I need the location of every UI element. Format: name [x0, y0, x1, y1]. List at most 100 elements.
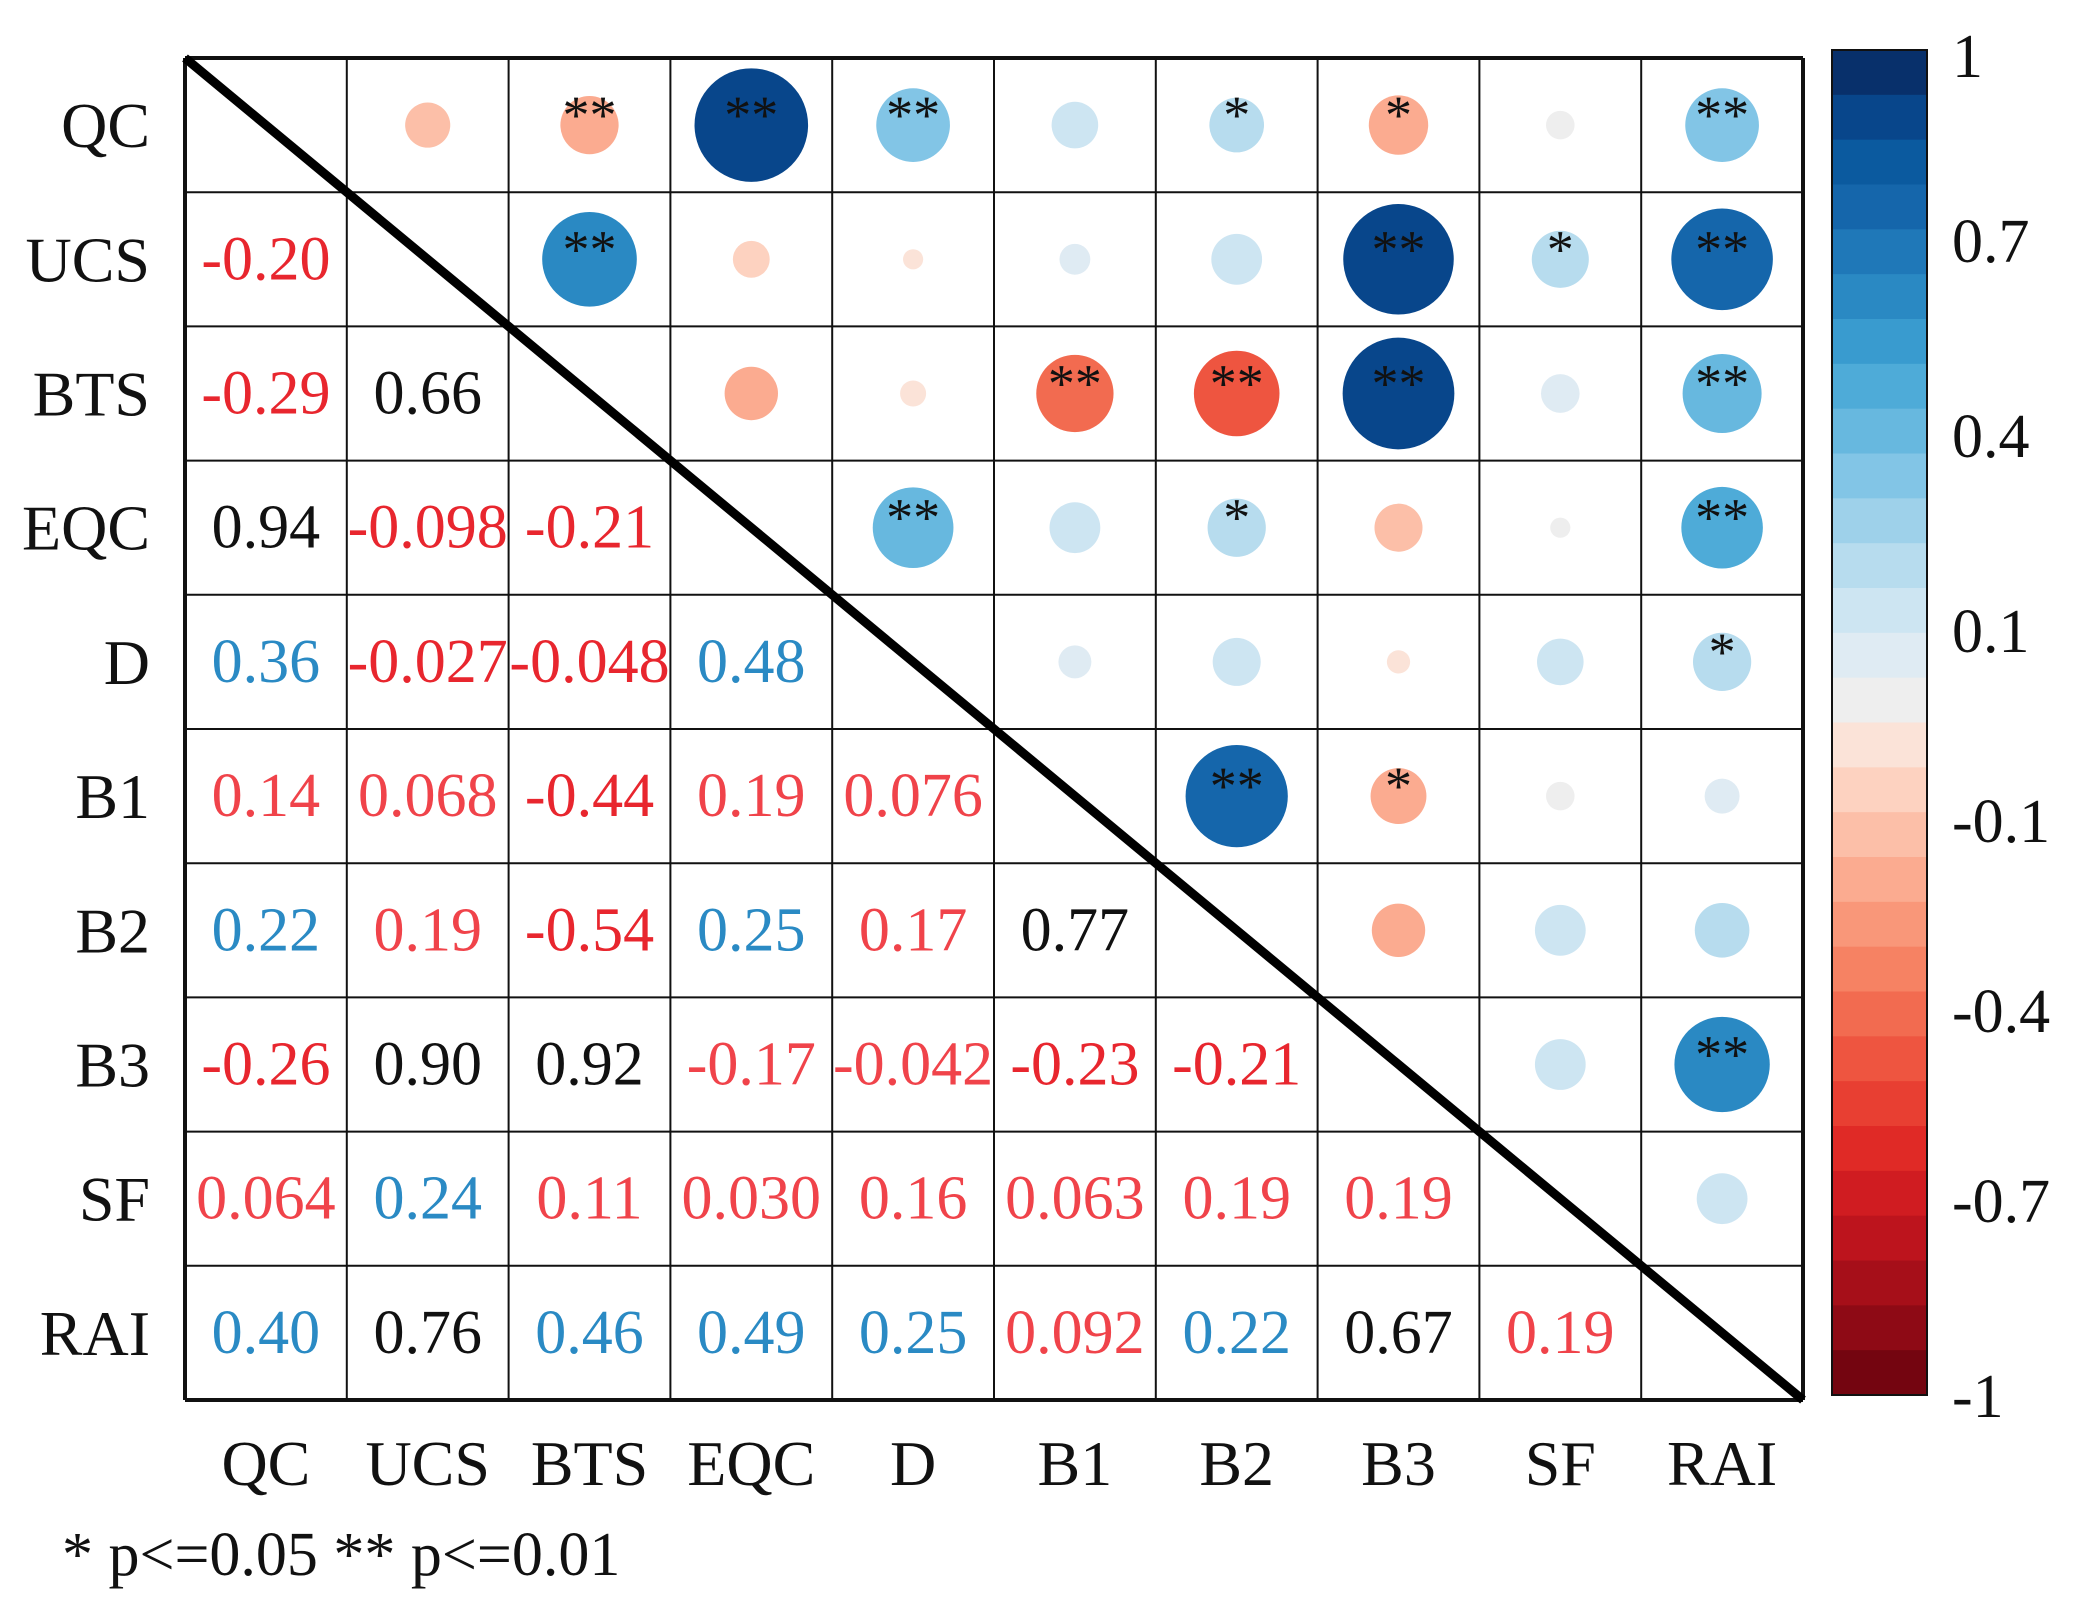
- correlation-circle: [1692, 632, 1752, 692]
- colorbar-segment: [1832, 857, 1927, 903]
- colorbar-segment: [1832, 363, 1927, 410]
- correlation-value-label: -0.23: [1010, 1031, 1139, 1099]
- significance-marker: *: [1385, 756, 1412, 816]
- correlation-circle: [1694, 902, 1750, 958]
- correlation-value-label: 0.19: [373, 896, 482, 964]
- row-label: SF: [79, 1164, 150, 1235]
- correlation-value-label: 0.068: [358, 762, 498, 830]
- correlation-value-label: -0.54: [525, 896, 654, 964]
- colorbar-segment: [1832, 543, 1927, 589]
- correlation-value-label: 0.22: [212, 896, 321, 964]
- correlation-value-label: 0.24: [373, 1165, 482, 1233]
- correlation-circle: [1368, 95, 1429, 155]
- column-label: B1: [1038, 1428, 1113, 1499]
- colorbar-segment: [1832, 1081, 1927, 1127]
- correlation-circle: [1211, 233, 1263, 285]
- column-label: UCS: [365, 1428, 490, 1499]
- correlation-circle: [1209, 97, 1265, 153]
- colorbar-tick-label: -1: [1952, 1363, 2004, 1431]
- correlation-value-label: 0.17: [859, 896, 968, 964]
- correlation-circle: [732, 240, 770, 278]
- significance-marker: *: [1223, 488, 1250, 548]
- correlation-circle: [1682, 353, 1762, 434]
- correlation-circle: [1681, 486, 1763, 569]
- colorbar-segment: [1832, 812, 1927, 858]
- correlation-value-label: 0.11: [536, 1165, 642, 1233]
- significance-marker: **: [1695, 1025, 1749, 1085]
- column-label: RAI: [1667, 1428, 1777, 1499]
- colorbar-border: [1831, 49, 1928, 1396]
- correlation-value-label: 0.076: [843, 762, 983, 830]
- correlation-circle: [1036, 354, 1114, 433]
- correlation-value-label: 0.22: [1182, 1299, 1291, 1367]
- colorbar-segment: [1832, 1036, 1927, 1082]
- correlation-value-label: -0.027: [348, 628, 508, 696]
- column-label: B3: [1361, 1428, 1436, 1499]
- column-label: QC: [221, 1428, 310, 1499]
- significance-marker: **: [1695, 85, 1749, 145]
- significance-marker: *: [1547, 219, 1574, 279]
- significance-marker: **: [1210, 756, 1264, 816]
- correlation-circle: [1696, 1173, 1748, 1225]
- colorbar-segment: [1832, 408, 1927, 455]
- significance-marker: **: [1695, 488, 1749, 548]
- column-label: BTS: [531, 1428, 648, 1499]
- correlation-value-label: 0.19: [1506, 1299, 1615, 1367]
- colorbar-tick-label: 0.1: [1952, 598, 2030, 666]
- correlation-circle: [1550, 517, 1571, 538]
- significance-marker: **: [724, 85, 778, 145]
- colorbar-segment: [1832, 319, 1927, 365]
- correlation-circle: [903, 249, 924, 270]
- colorbar-segment: [1832, 1350, 1927, 1396]
- correlation-value-label: 0.67: [1344, 1299, 1453, 1367]
- correlation-circle: [876, 88, 950, 162]
- correlation-circle: [1370, 768, 1427, 825]
- colorbar-segment: [1832, 946, 1927, 993]
- correlation-value-label: 0.90: [373, 1031, 482, 1099]
- row-label: QC: [61, 90, 150, 161]
- correlation-value-label: 0.14: [212, 762, 321, 830]
- correlation-value-label: 0.94: [212, 494, 321, 562]
- correlation-value-label: -0.20: [201, 225, 330, 293]
- correlation-circle: [1546, 781, 1575, 811]
- correlation-value-label: 0.16: [859, 1165, 968, 1233]
- row-label: B3: [75, 1030, 150, 1101]
- significance-footnote: * p<=0.05 ** p<=0.01: [62, 1521, 620, 1589]
- correlation-circle: [1212, 637, 1261, 686]
- correlation-circle: [1674, 1016, 1770, 1113]
- colorbar-segment: [1832, 1305, 1927, 1351]
- correlation-value-label: -0.29: [201, 360, 330, 428]
- significance-marker: *: [1709, 622, 1736, 682]
- correlation-value-label: 0.19: [697, 762, 806, 830]
- colorbar-segment: [1832, 677, 1927, 724]
- correlation-value-label: 0.19: [1344, 1165, 1453, 1233]
- row-label: D: [104, 627, 150, 698]
- correlation-value-label: 0.66: [373, 360, 482, 428]
- column-label: SF: [1525, 1428, 1596, 1499]
- correlation-value-label: 0.092: [1005, 1299, 1145, 1367]
- colorbar-segment: [1832, 453, 1927, 499]
- correlation-value-label: -0.21: [1172, 1031, 1301, 1099]
- significance-marker: **: [1695, 354, 1749, 414]
- colorbar-segment: [1832, 229, 1927, 275]
- colorbar-segment: [1832, 498, 1927, 544]
- colorbar-segment: [1832, 94, 1927, 141]
- colorbar-segment: [1832, 139, 1927, 186]
- column-label: EQC: [687, 1428, 815, 1499]
- significance-marker: **: [1048, 354, 1102, 414]
- row-label: RAI: [40, 1298, 150, 1369]
- correlation-circle: [1534, 904, 1586, 956]
- correlation-circle: [1059, 243, 1091, 275]
- colorbar-tick-label: 1: [1952, 23, 1983, 91]
- colorbar-segment: [1832, 991, 1927, 1037]
- correlation-circle: [1049, 502, 1101, 554]
- correlation-circle: [1058, 645, 1092, 679]
- row-label: UCS: [26, 224, 151, 295]
- significance-marker: **: [1695, 219, 1749, 279]
- diagonal-line: [182, 54, 1806, 1404]
- column-label: D: [890, 1428, 936, 1499]
- correlation-circle: [1185, 744, 1288, 848]
- correlation-circle: [694, 68, 809, 182]
- correlation-circle: [1386, 650, 1411, 674]
